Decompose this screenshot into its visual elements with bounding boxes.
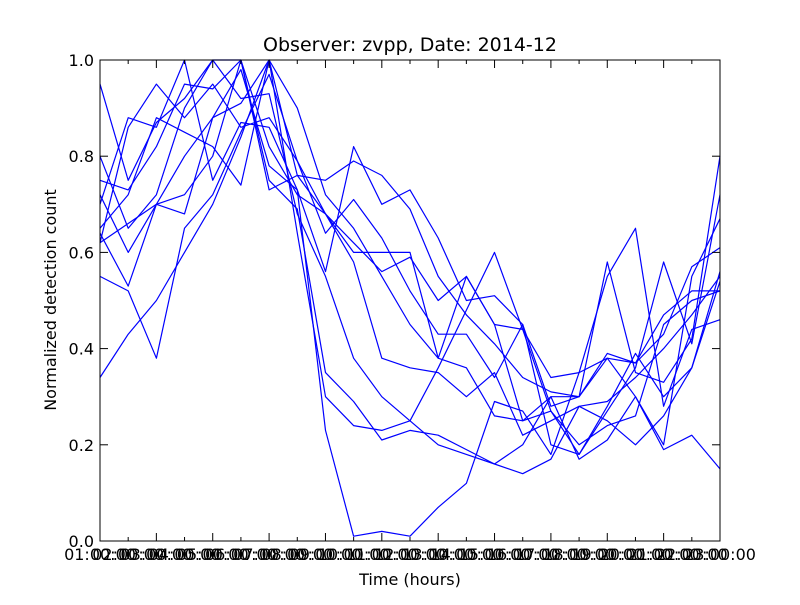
y-tick-label: 0.4 [69, 340, 94, 359]
x-tick-label: 20:00:00 [600, 545, 672, 564]
series-line-2 [99, 59, 721, 446]
x-tick-label: 06:00:00 [205, 545, 277, 564]
y-axis-label: Normalized detection count [41, 189, 60, 411]
x-tick-label: 03:00:00 [120, 545, 192, 564]
x-tick-label: 02:00:00 [92, 545, 164, 564]
x-tick-label: 13:00:00 [402, 545, 474, 564]
y-tick-label: 0.0 [69, 532, 94, 551]
x-tick-label: 16:00:00 [487, 545, 559, 564]
x-tick-label: 07:00:00 [233, 545, 305, 564]
series-line-10 [99, 59, 721, 455]
x-tick-label: 18:00:00 [543, 545, 615, 564]
series-line-8 [99, 83, 721, 379]
x-tick-label: 17:00:00 [515, 545, 587, 564]
x-axis-label: Time (hours) [358, 570, 461, 589]
series-line-6 [99, 59, 721, 455]
chart-title: Observer: zvpp, Date: 2014-12 [263, 34, 557, 56]
x-tick-label: 14:00:00 [430, 545, 502, 564]
y-tick-label: 0.8 [69, 147, 94, 166]
series-lines [99, 59, 721, 537]
x-tick-label: 23:00:00 [684, 545, 756, 564]
x-tick-label: 22:00:00 [656, 545, 728, 564]
series-line-7 [99, 59, 721, 436]
series-line-5 [99, 59, 721, 470]
y-tick-label: 0.6 [69, 243, 94, 262]
x-tick-label: 15:00:00 [459, 545, 531, 564]
y-tick-label: 0.2 [69, 436, 94, 455]
series-line-1 [99, 59, 721, 475]
x-tick-label: 12:00:00 [374, 545, 446, 564]
series-line-11 [99, 68, 721, 537]
x-tick-label: 09:00:00 [290, 545, 362, 564]
x-tick-label: 08:00:00 [261, 545, 333, 564]
series-line-9 [99, 59, 721, 465]
x-tick-label: 05:00:00 [177, 545, 249, 564]
x-tick-label: 04:00:00 [149, 545, 221, 564]
x-tick-label: 10:00:00 [318, 545, 390, 564]
axis-ticks: 01:00:0002:00:0003:00:0004:00:0005:00:00… [64, 51, 756, 564]
x-tick-label: 21:00:00 [628, 545, 700, 564]
x-tick-label: 11:00:00 [346, 545, 418, 564]
plot-frame [99, 59, 721, 542]
x-tick-label: 01:00:00 [64, 545, 136, 564]
series-line-3 [99, 59, 720, 398]
x-tick-label: 19:00:00 [571, 545, 643, 564]
series-line-4 [99, 73, 721, 446]
y-tick-label: 1.0 [69, 51, 94, 70]
